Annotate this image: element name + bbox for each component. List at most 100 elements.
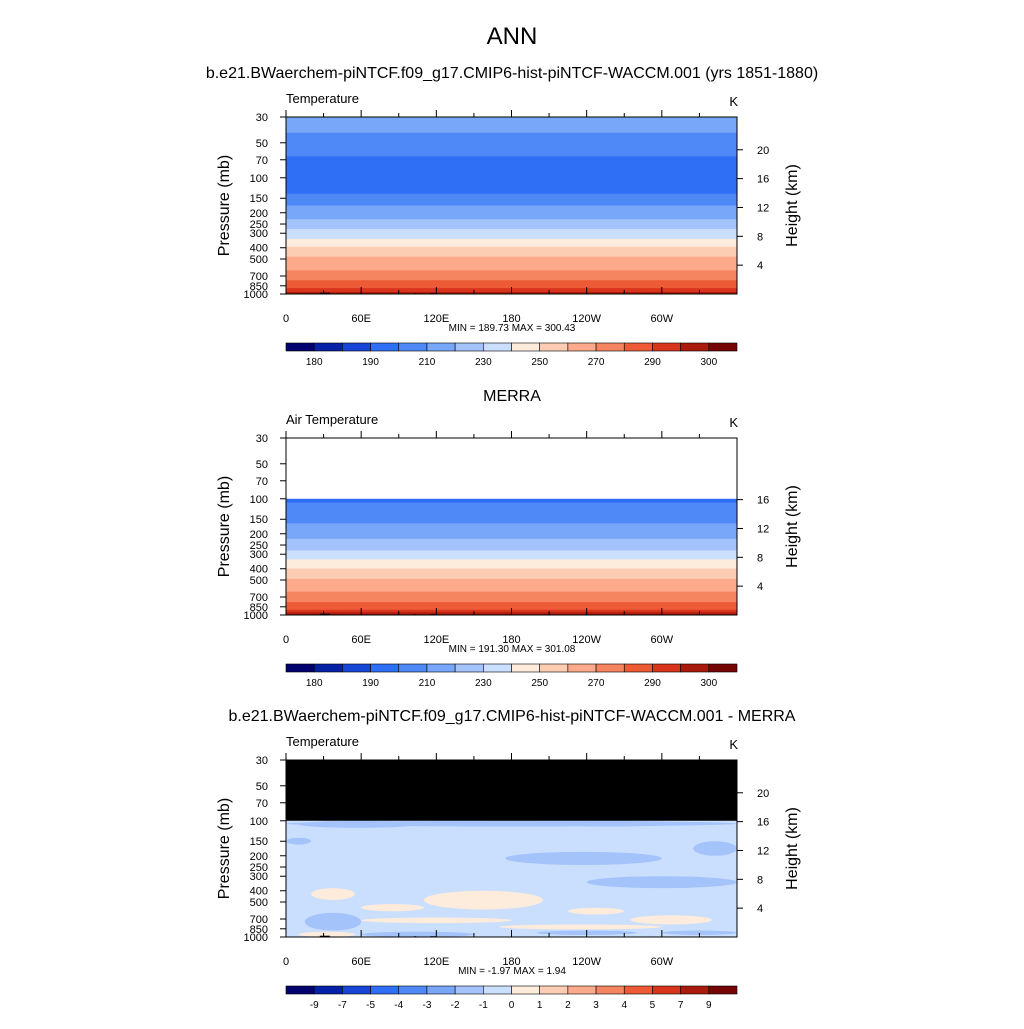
contour-band [286,537,737,540]
colorbar-swatch [370,985,400,995]
contour-band [286,205,737,209]
y-tick-label: 200 [250,851,268,863]
height-tick-label: 12 [757,523,769,535]
height-tick-label: 8 [757,874,763,886]
colorbar-swatch [708,985,738,995]
colorbar-swatch [680,985,710,995]
colorbar-swatch [313,663,343,673]
contour-patch [542,820,681,827]
y-tick-label: 200 [250,529,268,541]
y-tick-label: 300 [250,549,268,561]
contour-patch [505,851,662,865]
colorbar-swatch [398,663,428,673]
contour-band [286,221,737,224]
contour-band [286,599,737,602]
contour-band [286,590,737,593]
contour-patch [630,915,712,925]
y-tick-label: 30 [256,433,268,445]
contour-band [286,229,737,232]
colorbar-label: 210 [419,678,436,689]
contour-band [286,528,737,531]
colorbar-label: 1 [537,1000,543,1011]
x-tick-label: 180 [502,313,520,325]
contour-band [286,164,737,167]
x-tick-label: 60E [351,634,371,646]
y-tick-label: 50 [256,459,268,471]
colorbar-swatch [539,985,569,995]
y2-axis-label: Height (km) [784,807,801,890]
y-tick-label: 250 [250,219,268,231]
contour-band [286,177,737,181]
height-tick-label: 4 [757,581,763,593]
height-tick-label: 16 [757,495,769,507]
contour-band [286,174,737,177]
colorbar-swatch [370,663,400,673]
contour-band [286,594,737,597]
contour-band [286,274,737,277]
y-tick-label: 100 [250,494,268,506]
y-tick-label: 1000 [244,289,268,301]
y-tick-label: 1000 [244,932,268,944]
panel-title: MERRA [483,388,541,405]
contour-band [286,573,737,576]
contour-band [286,558,737,561]
y-tick-label: 500 [250,254,268,266]
contour-band [286,587,737,590]
contour-field [286,760,737,937]
colorbar-swatch [511,985,540,995]
contour-band [286,527,737,530]
colorbar-label: 5 [650,1000,656,1011]
colorbar-label: 180 [306,357,323,368]
contour-band [286,160,737,163]
contour-band [286,591,737,594]
contour-band [286,126,737,130]
height-tick-label: 12 [757,845,769,857]
contour-band [286,217,737,220]
contour-band [286,505,737,508]
colorbar-label: 4 [621,1000,627,1011]
contour-band [286,518,737,521]
colorbar-label: -4 [394,1000,403,1011]
contour-band [286,248,737,252]
contour-patch [498,924,662,930]
contour-band [286,240,737,244]
y-tick-label: 70 [256,798,268,810]
contour-band [286,563,737,566]
contour-band [286,550,737,553]
colorbar-label: -2 [451,1000,460,1011]
contour-band [286,564,737,567]
colorbar-swatch [285,663,315,673]
contour-band [286,580,737,583]
panel-2: MERRA Air Temperature K 0 60E 120E 180 120W 60W 3… [216,388,801,689]
topography-block [319,935,330,937]
contour-band [286,571,737,573]
contour-band [286,209,737,212]
colorbar-swatch [313,342,343,352]
y-tick-label: 250 [250,540,268,552]
contour-band [286,154,737,157]
y-axis-label: Pressure (mb) [216,476,233,577]
y-tick-label: 500 [250,575,268,587]
y-tick-label: 100 [250,816,268,828]
colorbar-swatch [426,342,456,352]
height-tick-label: 16 [757,174,769,186]
contour-band [286,516,737,519]
contour-band [286,118,737,122]
contour-band [286,522,737,524]
colorbar-swatch [370,342,400,352]
y-tick-label: 850 [250,281,268,293]
contour-band [286,197,737,201]
colorbar-swatch [454,985,484,995]
colorbar-swatch [708,663,738,673]
contour-band [286,148,737,152]
contour-band [286,120,737,124]
contour-band [286,193,737,197]
contour-band [286,584,737,586]
contour-band [286,122,737,126]
height-tick-label: 8 [757,231,763,243]
panel-title: b.e21.BWaerchem-piNTCF.f09_g17.CMIP6-his… [229,708,796,725]
contour-band [286,201,737,205]
x-tick-label: 120W [572,313,601,325]
contour-band [286,215,737,218]
colorbar-label: 250 [531,357,548,368]
